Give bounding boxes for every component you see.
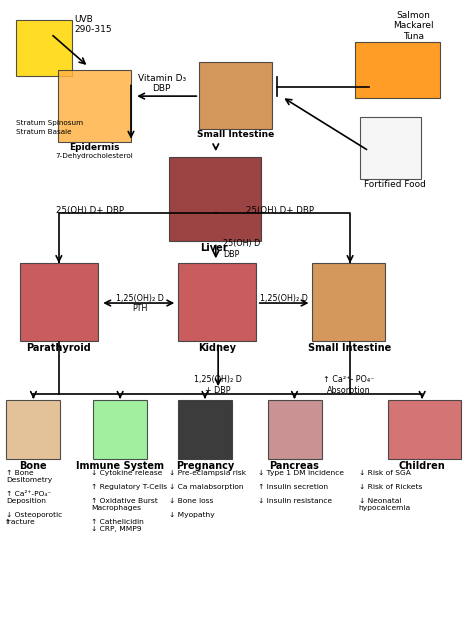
Bar bbox=[16, 20, 72, 76]
Bar bbox=[355, 42, 439, 98]
Text: 25(OH) D+ DBP: 25(OH) D+ DBP bbox=[55, 206, 124, 215]
Text: 1,25(OH)₂ D: 1,25(OH)₂ D bbox=[116, 294, 164, 302]
Text: ↑ Bone
Desitometry

↑ Ca²⁺-PO₄⁻
Deposition

↓ Osteoporotic
fracture: ↑ Bone Desitometry ↑ Ca²⁺-PO₄⁻ Depositio… bbox=[6, 470, 63, 525]
Text: Small Intestine: Small Intestine bbox=[308, 343, 391, 353]
Text: 25(OH) D
DBP: 25(OH) D DBP bbox=[223, 239, 260, 259]
Bar bbox=[268, 400, 322, 459]
Text: PTH: PTH bbox=[132, 304, 147, 312]
Text: Vitamin D₃
DBP: Vitamin D₃ DBP bbox=[137, 74, 186, 93]
Text: Pancreas: Pancreas bbox=[270, 461, 319, 471]
Text: Epidermis: Epidermis bbox=[69, 143, 119, 152]
Bar bbox=[20, 263, 98, 341]
Text: Bone: Bone bbox=[19, 461, 47, 471]
Bar bbox=[388, 400, 461, 459]
Bar bbox=[312, 263, 385, 341]
Text: ↓ Risk of SGA

↓ Risk of Rickets

↓ Neonatal
hypocalcemia: ↓ Risk of SGA ↓ Risk of Rickets ↓ Neonat… bbox=[358, 470, 422, 511]
Text: 25(OH) D+ DBP: 25(OH) D+ DBP bbox=[246, 206, 314, 215]
Bar bbox=[199, 62, 273, 129]
Text: 7-Dehydrocholesterol: 7-Dehydrocholesterol bbox=[55, 153, 133, 159]
Bar bbox=[169, 157, 261, 242]
Bar bbox=[6, 400, 60, 459]
Text: ↓ Cytokine release

↑ Regulatory T-Cells

↑ Oxidative Burst
Macrophages

↑ Cathe: ↓ Cytokine release ↑ Regulatory T-Cells … bbox=[91, 470, 167, 533]
Text: ↓ Type 1 DM incidence

↑ Insulin secretion

↓ Insulin resistance: ↓ Type 1 DM incidence ↑ Insulin secretio… bbox=[258, 470, 344, 504]
Text: Pregnancy: Pregnancy bbox=[176, 461, 234, 471]
Text: ↓ Pre-eclampsia risk

↓ Ca malabsorption

↓ Bone loss

↓ Myopathy: ↓ Pre-eclampsia risk ↓ Ca malabsorption … bbox=[169, 470, 246, 518]
Bar bbox=[178, 263, 256, 341]
Text: Stratum Spinosum: Stratum Spinosum bbox=[16, 120, 82, 126]
Bar bbox=[58, 70, 131, 141]
Text: Stratum Basale: Stratum Basale bbox=[16, 128, 71, 135]
Text: Small Intestine: Small Intestine bbox=[198, 130, 274, 140]
Text: ↑ Ca²⁺- PO₄⁻
Absorption: ↑ Ca²⁺- PO₄⁻ Absorption bbox=[323, 376, 375, 395]
Text: Salmon
Mackarel
Tuna: Salmon Mackarel Tuna bbox=[393, 11, 434, 41]
Bar bbox=[359, 116, 421, 179]
Text: Immune System: Immune System bbox=[76, 461, 164, 471]
Text: 1,25(OH)₂ D
+ DBP: 1,25(OH)₂ D + DBP bbox=[194, 376, 242, 395]
Text: Kidney: Kidney bbox=[198, 343, 236, 353]
Bar bbox=[178, 400, 232, 459]
Text: 1,25(OH)₂ D: 1,25(OH)₂ D bbox=[260, 294, 308, 302]
Text: Parathyroid: Parathyroid bbox=[27, 343, 91, 353]
Text: Children: Children bbox=[399, 461, 446, 471]
Text: Liver: Liver bbox=[201, 243, 228, 252]
Bar bbox=[93, 400, 147, 459]
Text: Fortified Food: Fortified Food bbox=[364, 180, 426, 189]
Text: UVB
290-315: UVB 290-315 bbox=[74, 15, 112, 34]
